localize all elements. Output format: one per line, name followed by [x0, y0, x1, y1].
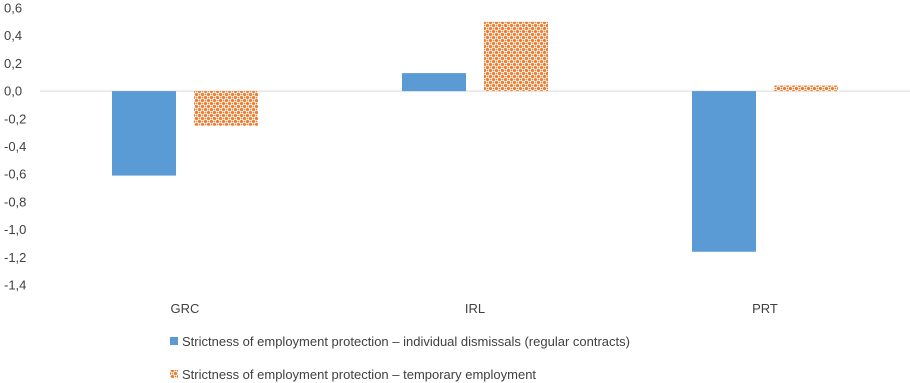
- y-tick-label: -1,0: [4, 222, 26, 237]
- legend-item-series-1: Strictness of employment protection – in…: [170, 334, 630, 349]
- y-tick-label: 0,0: [4, 84, 22, 99]
- bar-irl-series-1: [402, 73, 466, 92]
- y-tick-label: 0,4: [4, 28, 22, 43]
- legend-item-series-2: Strictness of employment protection – te…: [170, 367, 536, 382]
- category-label-prt: PRT: [752, 301, 778, 316]
- legend-swatch-series-1: [170, 337, 178, 345]
- y-tick-label: -0,6: [4, 167, 26, 182]
- y-tick-label: -0,8: [4, 194, 26, 209]
- category-label-grc: GRC: [171, 301, 200, 316]
- legend-label-series-1: Strictness of employment protection – in…: [182, 334, 630, 349]
- y-tick-label: -1,2: [4, 250, 26, 265]
- y-tick-label: 0,2: [4, 56, 22, 71]
- legend: Strictness of employment protection – in…: [170, 334, 630, 382]
- category-label-irl: IRL: [465, 301, 485, 316]
- bars-group: [112, 21, 838, 252]
- y-tick-label: -1,4: [4, 278, 26, 293]
- y-tick-label: -0,2: [4, 111, 26, 126]
- bar-grc-series-1: [112, 91, 176, 176]
- y-tick-label: -0,4: [4, 139, 26, 154]
- bar-irl-series-2: [484, 21, 548, 92]
- legend-label-series-2: Strictness of employment protection – te…: [182, 367, 536, 382]
- y-tick-label: 0,6: [4, 1, 22, 16]
- y-axis-tick-labels: 0,6 0,4 0,2 0,0 -0,2 -0,4 -0,6 -0,8 -1,0 -1,2 -1,4: [4, 1, 26, 293]
- legend-swatch-series-2: [170, 370, 178, 378]
- bar-prt-series-2: [774, 85, 838, 92]
- bar-grc-series-2: [194, 91, 258, 126]
- x-axis-category-labels: GRC IRL PRT: [171, 301, 778, 316]
- bar-prt-series-1: [692, 91, 756, 252]
